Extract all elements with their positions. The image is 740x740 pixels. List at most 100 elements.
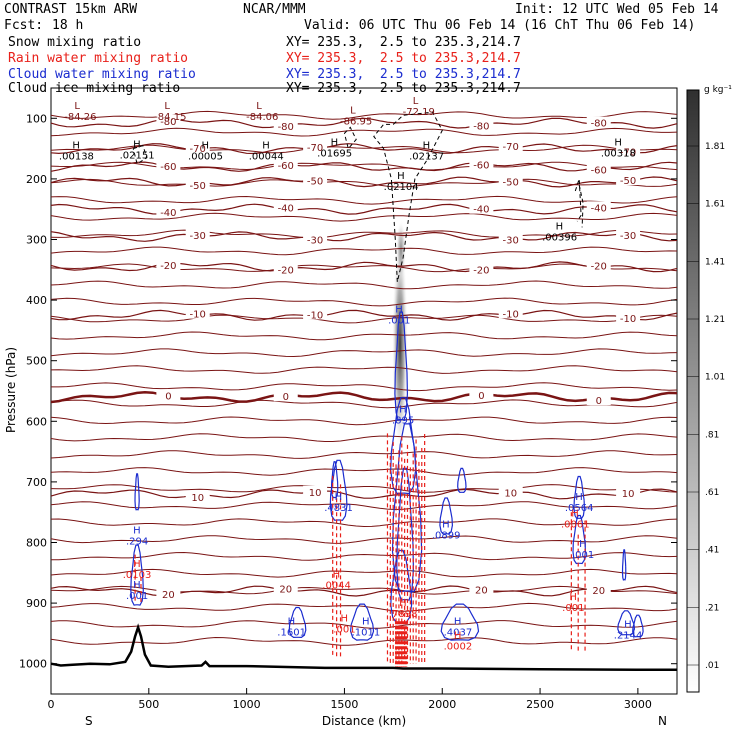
high-marker: H [335, 492, 343, 503]
temp-contour-label: -20 [473, 266, 489, 277]
x-axis-label: Distance (km) [322, 714, 406, 728]
high-marker: H [133, 526, 141, 537]
low-value: -84.26 [64, 112, 96, 123]
snow-contour [132, 144, 148, 165]
temp-contour-label: -70 [190, 144, 206, 155]
temp-contour-label: -20 [160, 261, 176, 272]
colorbar-label: 1.41 [705, 257, 725, 267]
low-marker: L [164, 101, 170, 112]
field-cloud-water-name: Cloud water mixing ratio [8, 67, 196, 82]
high-value: .0564 [565, 503, 594, 514]
temp-contour-label: -60 [473, 160, 489, 171]
temp-label-bg [156, 259, 181, 271]
temp-contour-line [50, 450, 678, 459]
field-snow-name: Snow mixing ratio [8, 35, 142, 50]
field-cloud-water-xy: XY= 235.3, 2.5 to 235.3,214.7 [286, 67, 521, 82]
high-marker: H [569, 592, 577, 603]
low-marker: L [350, 105, 356, 116]
high-value: .02137 [409, 152, 444, 163]
high-value: .02151 [120, 150, 155, 161]
cloud-water-contour [439, 497, 454, 535]
temp-contour-label: -70 [503, 142, 519, 153]
high-marker: H [288, 616, 296, 627]
high-value: .00138 [59, 152, 94, 163]
temp-label-bg [616, 145, 641, 157]
temp-contour-label: -10 [503, 309, 519, 320]
temp-contour-label: -20 [591, 261, 607, 272]
colorbar: g kg⁻¹ .01 .21 .41 .61 .81 1.01 1.21 1.41 1.61 1.… [686, 85, 732, 693]
temp-contour-line [50, 433, 678, 442]
plot-frame [50, 87, 678, 695]
cloud-water-contour [572, 514, 587, 565]
temp-label-bg [586, 163, 611, 175]
temp-contour-label: -50 [307, 176, 323, 187]
high-value: .001 [572, 550, 594, 561]
temp-label-bg [273, 582, 298, 594]
temp-contour-line [50, 212, 678, 222]
snow-contours [132, 111, 584, 283]
cloud-water-core [394, 311, 409, 421]
temp-contour--40 [50, 203, 678, 215]
low-value: -84.15 [154, 112, 186, 123]
valid-time: Valid: 06 UTC Thu 06 Feb 14 (16 ChT Thu … [304, 18, 696, 33]
temp-label-bg [469, 202, 494, 214]
temp-label-bg [469, 583, 494, 595]
cloud-water-contour [330, 461, 339, 499]
colorbar-label: .81 [705, 430, 719, 440]
temp-contour-label: -30 [307, 235, 323, 246]
temp-contour-label: 0 [596, 396, 602, 407]
temp-label-bg [469, 119, 494, 131]
temp-label-bg [303, 233, 328, 245]
colorbar-label: .01 [705, 661, 719, 671]
endpoint-left: S [85, 714, 93, 728]
temp-contour-label: -40 [278, 204, 294, 215]
high-marker: H [571, 509, 579, 520]
temp-contour-label: -70 [307, 143, 323, 154]
low-marker: L [256, 101, 262, 112]
temp-label-bg [185, 307, 210, 319]
temp-contour-label: 0 [165, 391, 171, 402]
temp-label-bg [303, 308, 328, 320]
temp-contour-label: -10 [190, 310, 206, 321]
temp-label-bg [185, 178, 210, 190]
temp-contour-label: -80 [160, 117, 176, 128]
temp-contour-line [50, 467, 678, 476]
high-value: .1011 [352, 627, 381, 638]
temp-label-bg [586, 116, 611, 128]
x-tick-label: 2500 [526, 698, 554, 711]
high-value: .0061 [561, 520, 590, 531]
snow-contour [574, 178, 582, 222]
high-marker: H [454, 630, 462, 641]
temp-contour--10 [50, 309, 678, 321]
temp-label-bg [273, 159, 298, 171]
temp-contour-label: 0 [478, 391, 484, 402]
y-tick-label: 800 [26, 537, 47, 550]
high-marker: H [133, 580, 141, 591]
temp-label-bg [616, 229, 641, 241]
temp-contour-line [51, 551, 678, 561]
y-tick-label: 100 [26, 112, 47, 125]
temp-contour-line [50, 501, 678, 511]
colorbar-label: .21 [705, 603, 719, 613]
low-value: -84.06 [246, 112, 278, 123]
colorbar-label: .61 [705, 488, 719, 498]
temp-contour-label: -30 [503, 235, 519, 246]
high-marker: H [423, 141, 431, 152]
colorbar-label: .41 [705, 546, 719, 556]
y-axis-label: Pressure (hPa) [4, 347, 18, 433]
low-marker: L [413, 96, 419, 107]
cloud-water-contour [440, 603, 480, 641]
temp-contour-label: -80 [473, 122, 489, 133]
field-cloud-ice-name: Cloud ice mixing ratio [8, 81, 181, 96]
temp-label-bg [616, 312, 641, 324]
temp-contour-label: -70 [620, 148, 636, 159]
y-tick-label: 400 [26, 294, 47, 307]
temp-contour-line [50, 246, 678, 256]
temp-contour--80 [50, 117, 678, 129]
contour-labels: L-84.26L-84.15L-84.06L-86.95L-72.19H.001… [59, 96, 642, 652]
temp-contour-line [50, 484, 678, 493]
temp-contour-line [50, 568, 678, 578]
temp-contour--20 [50, 261, 678, 273]
temp-contour-label: -80 [591, 119, 607, 130]
